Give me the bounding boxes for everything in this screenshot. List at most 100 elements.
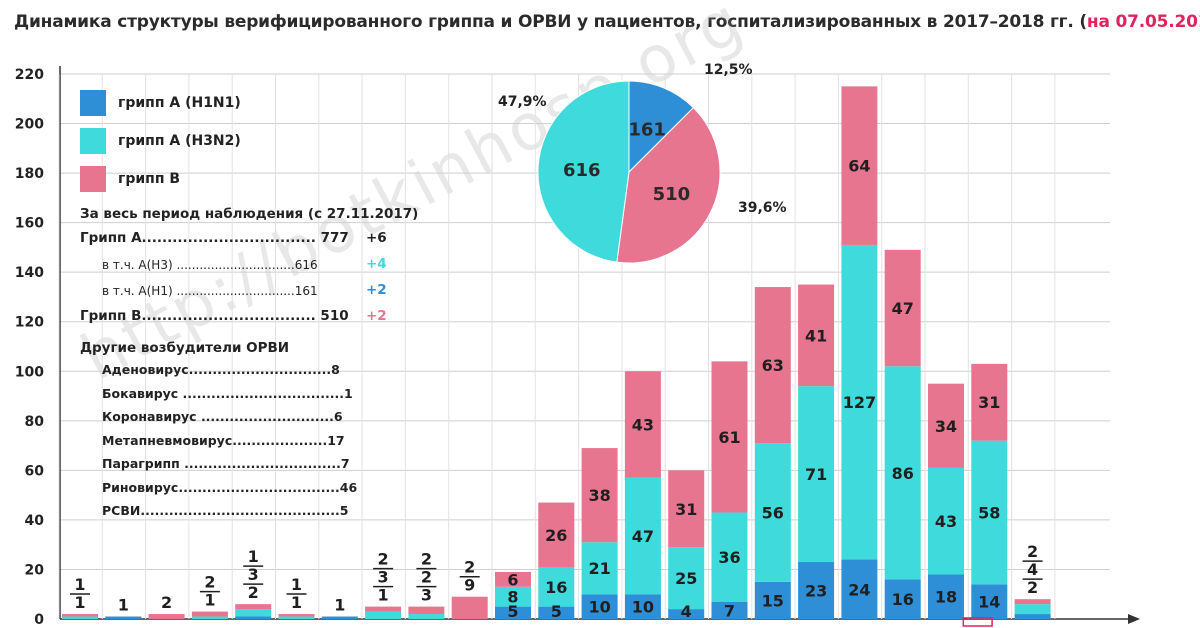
stats-row: в т.ч. А(Н3) ...........................… [80,256,418,282]
bar-value-label: 36 [718,548,740,567]
title-date: на 07.05.2018 г. [1086,12,1200,32]
bar-value-label: 5 [507,602,518,621]
bar-segment-b [754,287,791,444]
bar-value-label: 127 [843,393,876,412]
stats-delta: +2 [366,308,387,324]
bar-value-label: 31 [675,500,697,519]
bar-value-label: 25 [675,569,697,588]
bar-segment-h3n2 [365,611,402,619]
bar-segment-b [884,249,921,367]
bar-segment-b [581,448,618,543]
pie-slice-h3n2 [537,80,630,263]
current-week-marker [962,617,993,627]
bar-segment-h1n1 [798,562,835,619]
pie-value-label: 161 [628,119,666,140]
bar-value-label: 43 [632,416,654,435]
stats-label: в т.ч. А(Н3) ...........................… [102,258,318,272]
bar-value-label: 16 [892,590,914,609]
bar-segment-h1n1 [624,594,661,619]
bar-value-label: 1 [291,593,302,612]
pie-pct-h1n1: 12,5% [704,62,753,78]
bar-value-label: 2 [464,558,475,577]
bar-value-label: 4 [1027,560,1038,579]
bar-segment-h3n2 [841,244,878,560]
bar-segment-b [495,571,531,587]
bar-value-label: 2 [248,583,259,602]
bar-segment-h3n2 [408,614,445,619]
bar-value-label: 1 [74,575,85,594]
bar-value-label: 7 [724,601,735,620]
bar-segment-h1n1 [711,601,748,619]
bar-value-label: 3 [378,568,389,587]
bar-segment-b [668,470,705,548]
bar-value-label: 58 [978,503,1000,522]
bar-segment-h3n2 [278,616,315,619]
stats-row: Грипп А.................................… [80,230,418,256]
bar-value-label: 86 [892,464,914,483]
pie-pct-h3n2: 47,9% [498,94,547,110]
bar-segment-b [1014,599,1051,605]
bar-segment-h3n2 [624,477,661,595]
bar-value-label: 16 [545,578,567,597]
bar-segment-b [971,363,1008,441]
y-tick-label: 120 [15,315,44,331]
bar-value-label: 63 [762,356,784,375]
legend-swatch-h1n1 [80,90,106,116]
y-tick-label: 180 [15,166,44,182]
bar-value-label: 14 [978,593,1000,612]
others-row: Риновирус...............................… [102,479,358,495]
bar-segment-h3n2 [495,586,531,607]
bar-segment-h1n1 [105,616,142,619]
bar-value-label: 61 [718,428,740,447]
y-tick-label: 140 [15,265,44,281]
y-tick-label: 40 [25,513,45,529]
bar-value-label: 2 [161,593,172,612]
bar-value-label: 47 [892,299,914,318]
bar-value-label: 38 [588,486,610,505]
pie-value-label: 616 [563,160,601,181]
stats-delta: +2 [366,282,387,298]
y-tick-label: 160 [15,216,44,232]
legend: грипп А (H1N1) грипп А (H3N2) грипп В [80,84,241,198]
stats-row: Грипп В.................................… [80,308,418,334]
stats-row: в т.ч. А(Н1) ...........................… [80,282,418,308]
bar-segment-h1n1 [884,579,921,619]
x-axis-arrow [1128,614,1140,624]
legend-swatch-h3n2 [80,128,106,154]
y-tick-label: 200 [15,117,44,133]
y-tick-label: 220 [15,67,44,83]
bar-value-label: 47 [632,527,654,546]
bar-segment-h1n1 [1014,614,1051,619]
bar-segment-h1n1 [754,581,791,619]
bar-value-label: 31 [978,393,1000,412]
bar-value-label: 56 [762,503,784,522]
bar-value-label: 2 [378,550,389,569]
bar-segment-h1n1 [581,594,618,619]
bar-segment-b [451,596,488,619]
y-tick-label: 80 [25,414,45,430]
bar-segment-b [235,604,272,610]
pie-slice-h1n1 [628,80,695,174]
bar-value-label: 1 [248,547,259,566]
bar-segment-h1n1 [668,609,705,619]
bar-segment-b [624,371,661,478]
bar-value-label: 43 [935,512,957,531]
bar-segment-h3n2 [581,542,618,595]
bar-segment-h3n2 [798,386,835,563]
bar-value-label: 1 [118,596,129,615]
bar-value-label: 9 [464,576,475,595]
bar-value-label: 8 [507,588,518,607]
stats-label: Грипп В.................................… [80,308,349,324]
bar-segment-h3n2 [538,566,575,607]
others-header: Другие возбудители ОРВИ [80,340,290,356]
bar-value-label: 64 [848,157,870,176]
legend-item-b: грипп В [80,160,241,198]
others-row: РСВИ....................................… [102,503,349,518]
bar-segment-h1n1 [971,584,1008,619]
y-tick-label: 20 [25,562,45,578]
bar-segment-h3n2 [668,547,705,610]
bar-value-label: 2 [421,550,432,569]
bar-value-label: 71 [805,465,827,484]
legend-label: грипп А (H3N2) [118,133,241,149]
legend-label: грипп В [118,171,181,187]
